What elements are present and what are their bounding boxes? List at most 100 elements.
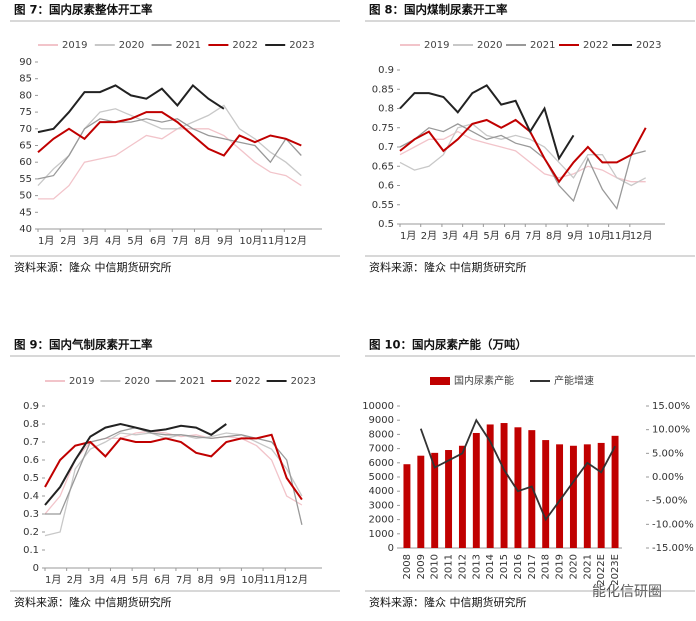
y-tick-label: 0.85 (372, 84, 394, 95)
legend-label: 2020 (119, 40, 144, 51)
chart-title: 图 7：国内尿素整体开工率 (14, 3, 153, 17)
bar (417, 455, 425, 548)
x-tick-label: 4月 (463, 230, 479, 242)
x-tick-label: 2月 (60, 235, 76, 247)
bar (583, 444, 591, 548)
source: 资料来源：隆众 中信期货研究所 (369, 260, 527, 274)
bar (486, 424, 494, 548)
x-tick-label: 2023E (610, 554, 621, 586)
y-tick-label: 0.3 (23, 509, 39, 520)
y-tick-label: 1000 (369, 529, 394, 540)
source: 资料来源：隆众 中信期货研究所 (369, 595, 527, 609)
y-tick-label: 80 (19, 90, 32, 101)
y-tick-label: 0.8 (378, 104, 394, 115)
y-tick-label: 40 (19, 224, 32, 235)
source: 资料来源：隆众 中信期货研究所 (14, 595, 172, 609)
x-tick-label: 2013 (471, 554, 482, 579)
x-tick-label: 11月 (262, 235, 285, 247)
y-tick-label: 0.6 (23, 455, 39, 466)
y2-tick-label: 5.00% (652, 448, 684, 459)
x-tick-label: 8月 (194, 235, 210, 247)
y-tick-label: 0.8 (23, 419, 39, 430)
y-tick-label: 6000 (369, 458, 394, 469)
bar (569, 445, 577, 548)
y-tick-label: 0.5 (23, 473, 39, 484)
x-tick-label: 12月 (285, 574, 308, 586)
y-tick-label: 0.65 (372, 161, 394, 172)
y-tick-label: 65 (19, 141, 32, 152)
y-tick-label: 10000 (362, 401, 394, 412)
x-tick-label: 2017 (527, 554, 538, 579)
x-tick-label: 2020 (568, 554, 579, 579)
legend-label: 2020 (124, 376, 149, 387)
x-tick-label: 8月 (546, 230, 562, 242)
x-tick-label: 2月 (421, 230, 437, 242)
y-tick-label: 90 (19, 57, 32, 68)
legend-label: 产能增速 (554, 374, 594, 387)
x-tick-label: 10月 (241, 574, 264, 586)
legend-label: 2023 (291, 376, 316, 387)
x-tick-label: 9月 (220, 574, 236, 586)
x-tick-label: 2009 (416, 554, 427, 579)
bar (472, 432, 480, 548)
y-tick-label: 0 (388, 543, 394, 554)
chart-title: 图 9：国内气制尿素开工率 (14, 338, 153, 352)
x-tick-label: 5月 (483, 230, 499, 242)
y-tick-label: 9000 (369, 415, 394, 426)
x-tick-label: 1月 (38, 235, 54, 247)
y-tick-label: 0.75 (372, 123, 394, 134)
bar (500, 423, 508, 548)
y-tick-label: 0.9 (23, 401, 39, 412)
legend-label: 国内尿素产能 (454, 374, 514, 387)
x-tick-label: 2012 (457, 554, 468, 579)
y2-tick-label: 15.00% (652, 401, 690, 412)
x-tick-label: 9月 (217, 235, 233, 247)
legend-label: 2021 (530, 40, 555, 51)
series-line (44, 422, 227, 506)
series-line (38, 128, 302, 200)
y-tick-label: 0.55 (372, 200, 394, 211)
x-tick-label: 8月 (198, 574, 214, 586)
x-tick-label: 2021 (582, 554, 593, 579)
y2-tick-label: -15.00% (652, 543, 694, 554)
y-tick-label: 60 (19, 157, 32, 168)
series-line (399, 118, 647, 184)
legend-label: 2022 (583, 40, 608, 51)
y-tick-label: 0.7 (23, 437, 39, 448)
x-tick-label: 11月 (263, 574, 286, 586)
x-tick-label: 2015 (499, 554, 510, 579)
bar (431, 452, 439, 548)
y-tick-label: 5000 (369, 472, 394, 483)
legend-label: 2021 (180, 376, 205, 387)
legend-swatch (430, 377, 450, 385)
series-line (37, 111, 302, 157)
y-tick-label: 70 (19, 124, 32, 135)
x-tick-label: 2008 (402, 554, 413, 579)
x-tick-label: 6月 (154, 574, 170, 586)
x-tick-label: 2014 (485, 554, 496, 579)
bar (445, 450, 453, 548)
x-tick-label: 6月 (505, 230, 521, 242)
legend-label: 2022 (235, 376, 260, 387)
y-tick-label: 0.4 (23, 491, 39, 502)
legend-label: 2023 (289, 40, 314, 51)
y-tick-label: 55 (19, 174, 32, 185)
x-tick-label: 7月 (172, 235, 188, 247)
y-tick-label: 4000 (369, 486, 394, 497)
x-tick-label: 11月 (609, 230, 632, 242)
y-tick-label: 0.6 (378, 181, 394, 192)
y-tick-label: 0.9 (378, 65, 394, 76)
x-tick-label: 2月 (67, 574, 83, 586)
y2-tick-label: -10.00% (652, 519, 694, 530)
x-tick-label: 7月 (176, 574, 192, 586)
x-tick-label: 3月 (89, 574, 105, 586)
y-tick-label: 85 (19, 74, 32, 85)
bar (556, 444, 564, 548)
x-tick-label: 9月 (567, 230, 583, 242)
x-tick-label: 2018 (541, 554, 552, 579)
legend-label: 2023 (636, 40, 661, 51)
legend-label: 2022 (232, 40, 257, 51)
legend-label: 2019 (69, 376, 94, 387)
y-tick-label: 45 (19, 207, 32, 218)
